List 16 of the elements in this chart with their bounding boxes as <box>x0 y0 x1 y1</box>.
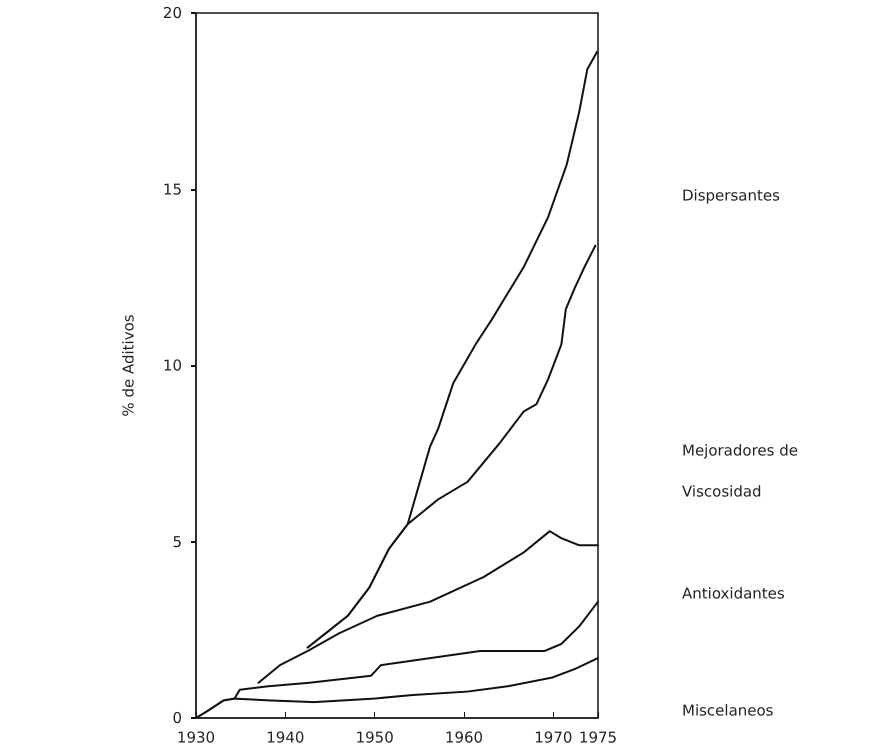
text: Mejoradores de Viscosidad <box>682 442 798 500</box>
text: Dispersantes <box>682 186 780 204</box>
text: Antioxidantes <box>682 584 785 602</box>
x-tick-label: 1970 <box>534 728 572 746</box>
y-axis-title: % de Aditivos <box>120 314 138 417</box>
x-tick-label: 1960 <box>444 728 484 746</box>
y-tick-label: 0 <box>172 709 182 727</box>
y-tick-label: 5 <box>172 532 182 551</box>
y-tick-label: 15 <box>162 180 182 198</box>
x-tick-label: 1930 <box>176 728 216 746</box>
y-tick-label: 20 <box>162 4 182 22</box>
x-tick-label: 1975 <box>578 728 618 746</box>
x-tick-label: 1950 <box>356 728 394 746</box>
text: Miscelaneos <box>682 702 774 720</box>
x-tick-label: 1940 <box>266 728 304 746</box>
y-tick-label: 10 <box>162 356 182 374</box>
